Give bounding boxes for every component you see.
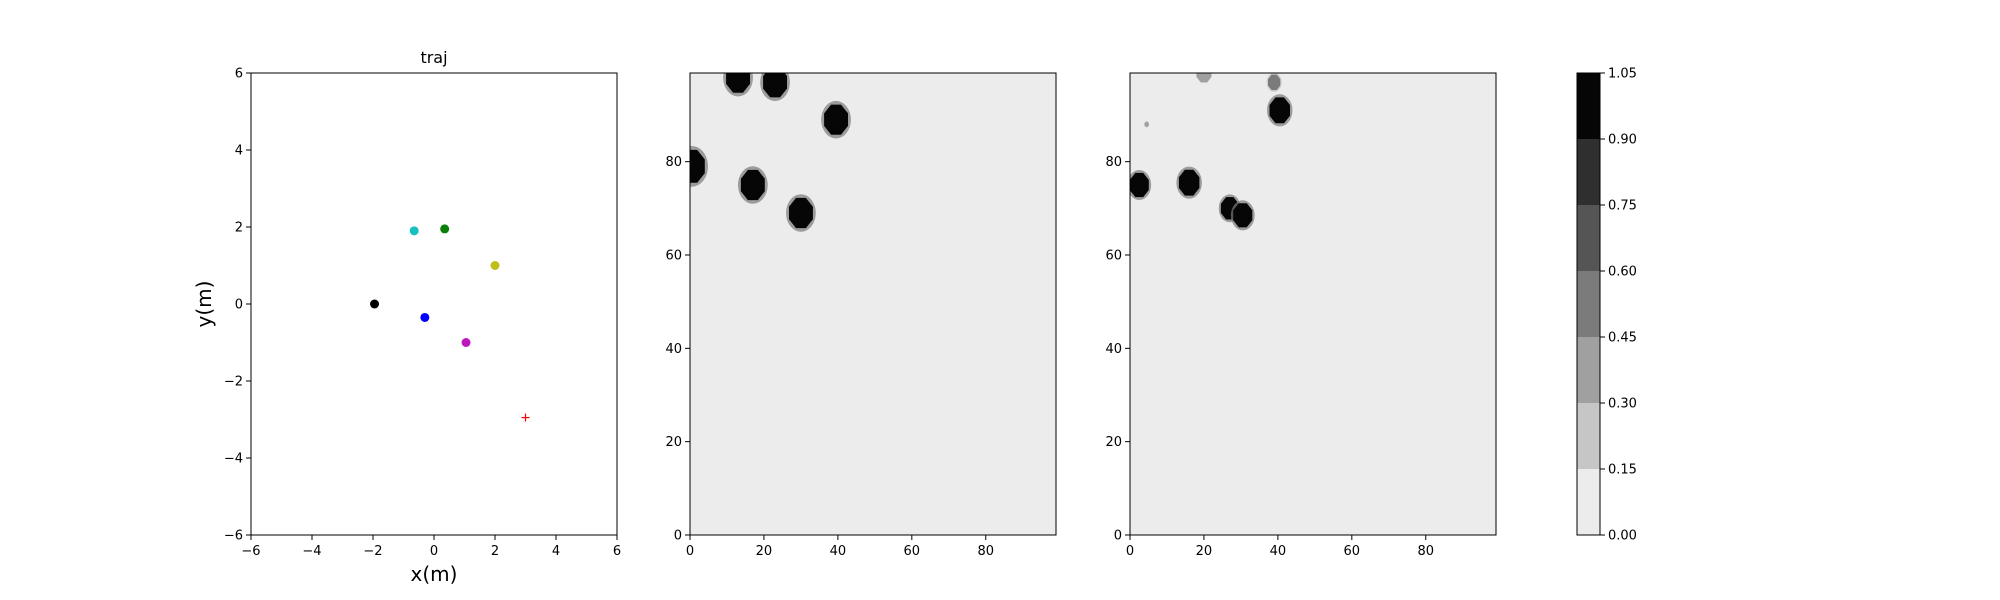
heatmap-2-x-tick-label: 0 <box>1126 544 1134 559</box>
heatmap-2-blob <box>1144 121 1150 128</box>
traj-plot-area <box>251 73 617 535</box>
heatmap-1-x-tick-label: 80 <box>977 544 994 559</box>
colorbar-tick-label: 1.05 <box>1608 67 1637 82</box>
traj-point <box>370 299 380 309</box>
heatmap-1-background <box>690 73 1056 535</box>
heatmap-1-y-tick-label: 60 <box>665 249 682 264</box>
traj-x-tick-label: −6 <box>241 544 260 559</box>
heatmap-2-blob <box>1230 200 1255 231</box>
traj-points <box>370 224 530 422</box>
heatmap-2-y-tick-label: 40 <box>1105 342 1122 357</box>
colorbar-band <box>1577 337 1600 403</box>
colorbar-tick-label: 0.30 <box>1608 397 1637 412</box>
heatmap-2-blob <box>1266 73 1282 92</box>
heatmap-1-y-tick-label: 0 <box>674 529 682 544</box>
heatmap-1-y-tick-label: 80 <box>665 155 682 170</box>
traj-y-tick-label: −4 <box>224 452 243 467</box>
colorbar-band <box>1577 403 1600 469</box>
traj-y-tick-label: −6 <box>224 529 243 544</box>
traj-y-tick-label: 4 <box>235 144 243 159</box>
heatmap-1-y-tick-label: 40 <box>665 342 682 357</box>
colorbar-ticks: 0.00 0.15 0.30 0.45 0.60 0.75 0.90 1.05 <box>1600 67 1637 544</box>
heatmap-1-y-ticks: 0 20 40 60 80 <box>665 155 690 544</box>
heatmap-2-axes-frame <box>1129 72 1497 536</box>
traj-goal-marker <box>521 413 530 422</box>
heatmap-1-x-tick-label: 0 <box>686 544 694 559</box>
heatmap-2-blob <box>1130 169 1152 201</box>
heatmap-1-x-tick-label: 20 <box>756 544 773 559</box>
heatmap-2-y-tick-label: 60 <box>1105 249 1122 264</box>
colorbar-tick-label: 0.75 <box>1608 199 1637 214</box>
heatmap-1-axes-frame <box>689 72 1057 536</box>
heatmap-1-blob <box>821 100 851 139</box>
heatmap-2-background <box>1130 73 1496 535</box>
colorbar-band <box>1577 271 1600 337</box>
traj-x-tick-label: 6 <box>613 544 621 559</box>
heatmap-2-blob <box>1176 166 1202 199</box>
colorbar-band <box>1577 73 1600 139</box>
heatmap-1-x-tick-label: 60 <box>904 544 921 559</box>
colorbar-tick-label: 0.60 <box>1608 265 1637 280</box>
heatmap-2-y-tick-label: 80 <box>1105 155 1122 170</box>
traj-y-tick-label: 2 <box>235 221 243 236</box>
heatmap-panel-2: 0 20 40 60 80 0 20 40 60 80 <box>1105 72 1497 559</box>
traj-point <box>420 312 430 322</box>
heatmap-2-y-tick-label: 0 <box>1114 529 1122 544</box>
traj-y-tick-label: 0 <box>235 298 243 313</box>
traj-x-label: x(m) <box>411 562 458 586</box>
traj-point <box>440 224 450 234</box>
heatmap-1-blob <box>723 73 753 97</box>
traj-x-tick-label: −4 <box>302 544 321 559</box>
colorbar-band <box>1577 469 1600 535</box>
traj-point <box>490 261 500 270</box>
traj-x-tick-label: −2 <box>363 544 382 559</box>
heatmap-panel-1: 0 20 40 60 80 0 20 40 60 80 <box>665 72 1057 559</box>
traj-y-tick-label: −2 <box>224 375 243 390</box>
colorbar-tick-label: 0.45 <box>1608 331 1637 346</box>
colorbar-band <box>1577 139 1600 205</box>
traj-title: traj <box>420 48 447 67</box>
heatmap-1-x-ticks: 0 20 40 60 80 <box>686 535 994 559</box>
colorbar-tick-label: 0.15 <box>1608 463 1637 478</box>
heatmap-2-y-tick-label: 20 <box>1105 435 1122 450</box>
heatmap-2-x-tick-label: 60 <box>1344 544 1361 559</box>
traj-point <box>409 226 419 236</box>
heatmap-2-blob <box>1194 73 1214 85</box>
heatmap-1-x-tick-label: 40 <box>830 544 847 559</box>
traj-y-tick-label: 6 <box>235 67 243 82</box>
traj-point <box>461 338 471 347</box>
colorbar-tick-label: 0.90 <box>1608 133 1637 148</box>
heatmap-2-blob <box>1266 94 1293 127</box>
traj-x-tick-label: 0 <box>430 544 438 559</box>
heatmap-1-blob <box>737 166 768 204</box>
colorbar-bands <box>1577 73 1600 535</box>
heatmap-2-x-tick-label: 20 <box>1196 544 1213 559</box>
colorbar: 0.00 0.15 0.30 0.45 0.60 0.75 0.90 1.05 <box>1576 67 1637 544</box>
traj-y-label: y(m) <box>192 281 216 328</box>
heatmap-1-blobs <box>690 73 851 232</box>
colorbar-band <box>1577 205 1600 271</box>
heatmap-1-y-tick-label: 20 <box>665 435 682 450</box>
heatmap-1-blob <box>786 194 816 232</box>
heatmap-2-x-ticks: 0 20 40 60 80 <box>1126 535 1434 559</box>
colorbar-frame <box>1576 72 1601 536</box>
heatmap-1-blob <box>760 73 790 102</box>
traj-x-ticks: −6 −4 −2 0 2 4 6 <box>241 535 621 559</box>
heatmap-1-blob <box>690 145 708 187</box>
heatmap-2-x-tick-label: 40 <box>1270 544 1287 559</box>
heatmap-2-x-tick-label: 80 <box>1417 544 1434 559</box>
heatmap-2-y-ticks: 0 20 40 60 80 <box>1105 155 1130 544</box>
traj-x-tick-label: 2 <box>491 544 499 559</box>
traj-x-tick-label: 4 <box>552 544 560 559</box>
traj-panel: traj −6 −4 −2 0 2 4 6 −6 −4 −2 0 2 4 6 x(m) y(m) <box>192 48 621 586</box>
colorbar-tick-label: 0.00 <box>1608 529 1637 544</box>
heatmap-2-blobs <box>1130 73 1293 231</box>
traj-y-ticks: −6 −4 −2 0 2 4 6 <box>224 67 251 544</box>
